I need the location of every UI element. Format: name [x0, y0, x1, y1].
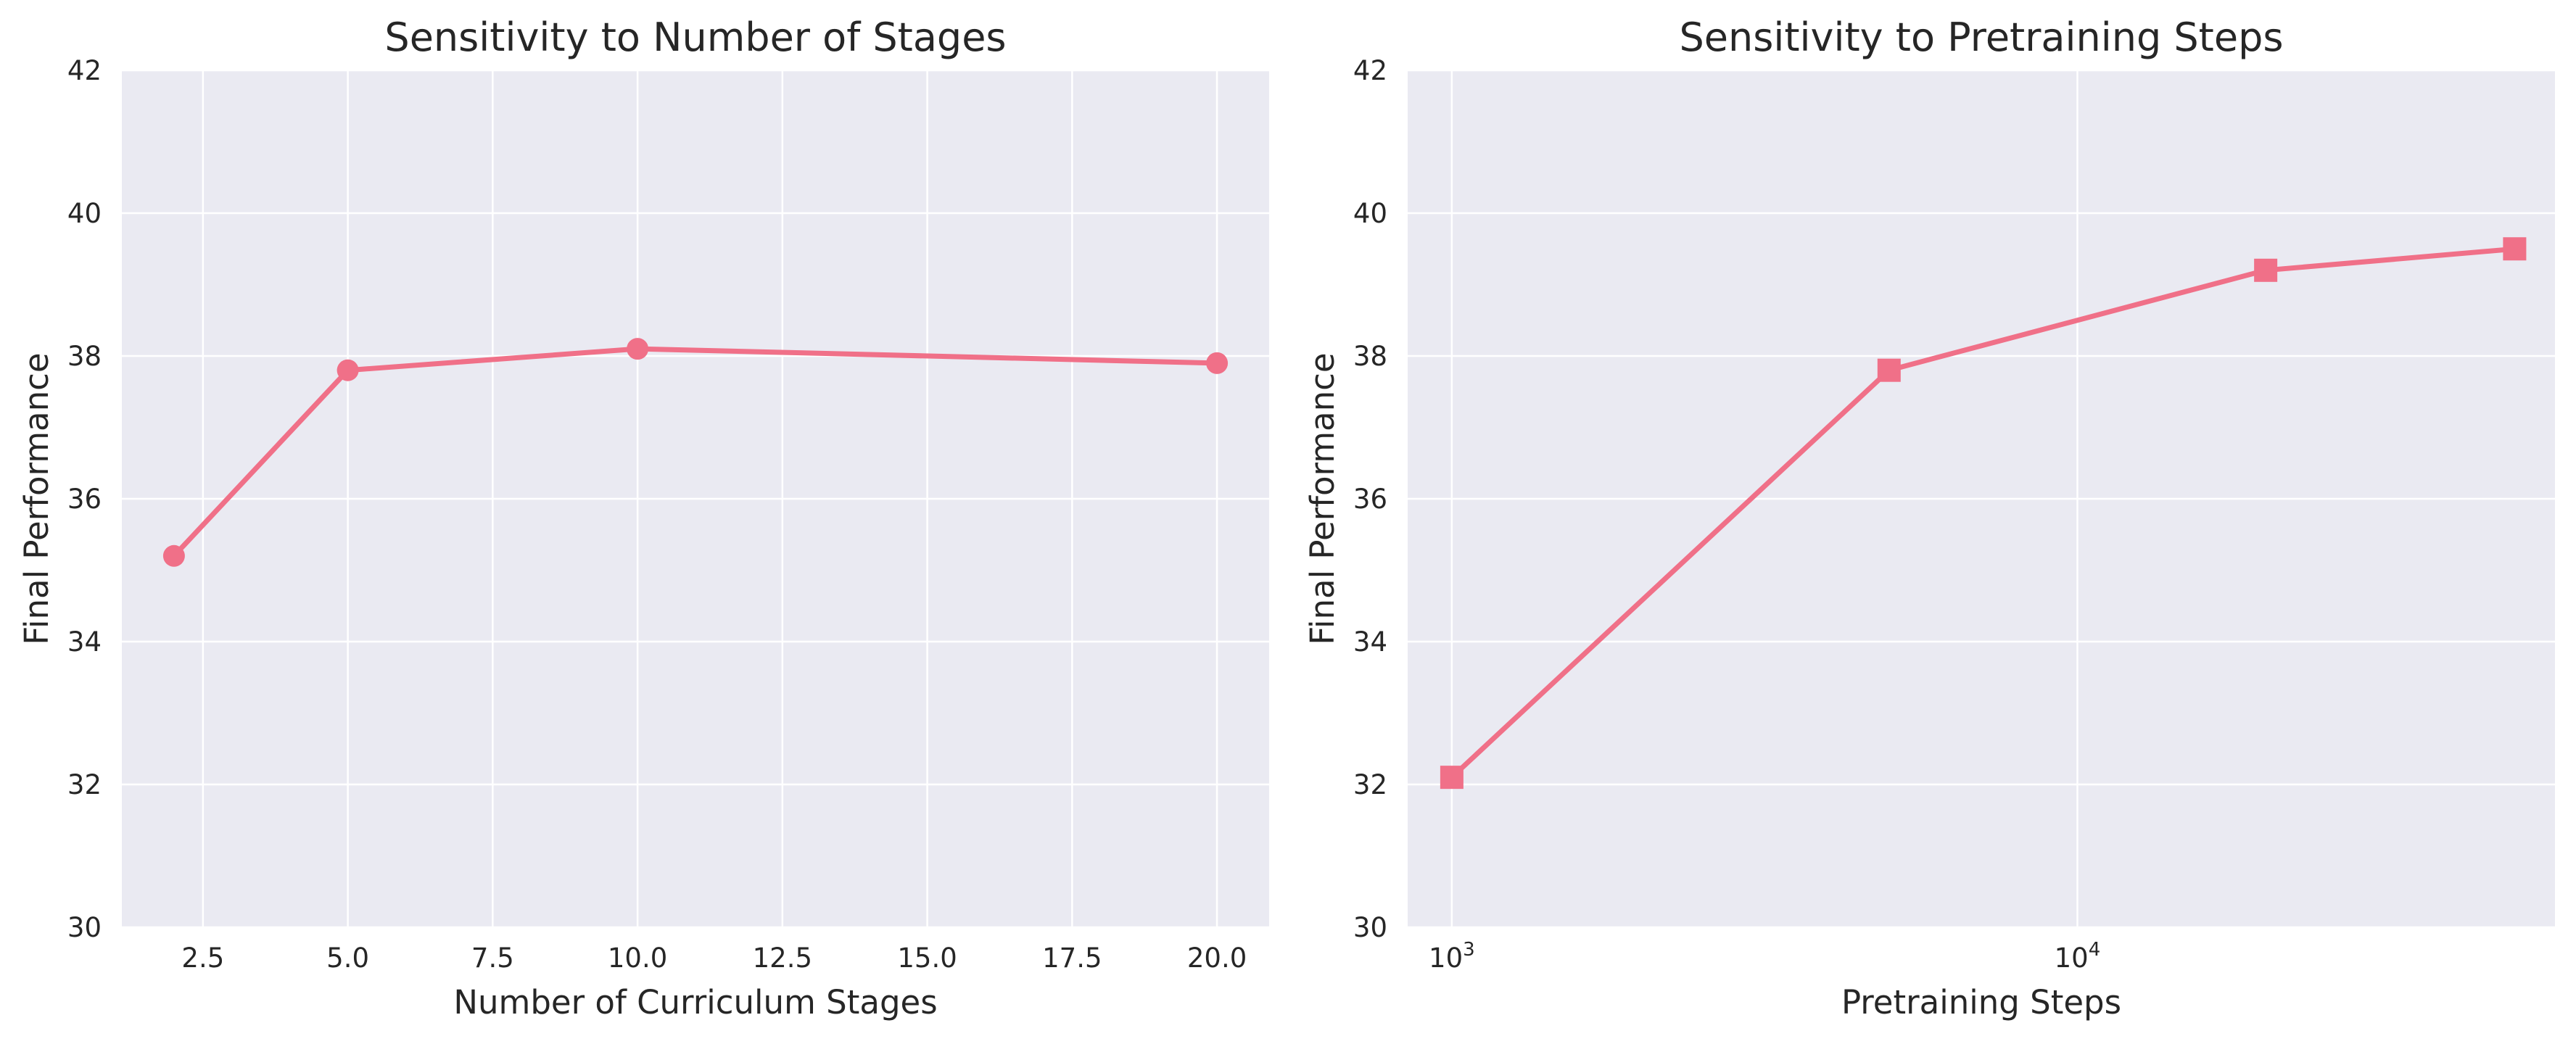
- x-tick-label: 7.5: [471, 942, 514, 974]
- x-tick-label: 10.0: [608, 942, 667, 974]
- x-tick-label: 17.5: [1042, 942, 1102, 974]
- y-tick-label: 38: [1353, 341, 1387, 372]
- chart-pretraining: 103 104 30 32 34 36 38 40 42 Sensitivity to Pre…: [1303, 14, 2555, 1022]
- y-tick-label: 42: [67, 55, 102, 86]
- y-ticks: 30 32 34 36 38 40 42: [1353, 55, 1387, 943]
- y-tick-label: 42: [1353, 55, 1387, 86]
- y-tick-label: 40: [67, 198, 102, 229]
- y-tick-label: 38: [67, 341, 102, 372]
- y-tick-label: 36: [1353, 484, 1387, 515]
- y-tick-label: 30: [67, 912, 102, 943]
- y-tick-label: 40: [1353, 198, 1387, 229]
- chart-title: Sensitivity to Pretraining Steps: [1680, 14, 2284, 60]
- y-tick-label: 32: [67, 769, 102, 800]
- data-point: [1440, 766, 1464, 790]
- grid: [122, 69, 1269, 929]
- series: [162, 338, 1229, 567]
- y-axis-label: Final Performance: [17, 352, 56, 645]
- y-tick-label: 36: [67, 484, 102, 515]
- x-ticks: 103 104: [1429, 939, 2100, 974]
- data-point: [1206, 352, 1229, 374]
- y-tick-label: 32: [1353, 769, 1387, 800]
- data-point: [2254, 258, 2278, 282]
- data-point: [337, 359, 359, 381]
- x-ticks: 2.5 5.0 7.5 10.0 12.5 15.0 17.5 20.0: [181, 942, 1247, 974]
- series: [1440, 237, 2527, 790]
- x-tick-label: 12.5: [753, 942, 812, 974]
- chart-title: Sensitivity to Number of Stages: [384, 14, 1006, 60]
- data-point: [162, 544, 185, 567]
- x-axis-label: Number of Curriculum Stages: [453, 983, 937, 1022]
- y-tick-label: 34: [67, 626, 102, 658]
- chart-stages: 2.5 5.0 7.5 10.0 12.5 15.0 17.5 20.0 30 32 34 36 38…: [17, 14, 1269, 1022]
- y-tick-label: 34: [1353, 626, 1387, 658]
- data-point: [627, 338, 649, 360]
- x-axis-label: Pretraining Steps: [1841, 983, 2121, 1022]
- y-tick-label: 30: [1353, 912, 1387, 943]
- x-tick-label: 5.0: [326, 942, 369, 974]
- x-tick-label: 104: [2055, 939, 2101, 974]
- y-ticks: 30 32 34 36 38 40 42: [67, 55, 102, 943]
- data-point: [1877, 358, 1901, 382]
- x-tick-label: 2.5: [181, 942, 224, 974]
- series-line: [1449, 246, 2517, 780]
- x-tick-label: 103: [1429, 939, 1475, 974]
- data-point: [2503, 237, 2527, 261]
- series-line: [171, 346, 1220, 559]
- x-tick-label: 20.0: [1187, 942, 1247, 974]
- x-tick-label: 15.0: [897, 942, 957, 974]
- y-axis-label: Final Performance: [1303, 352, 1342, 645]
